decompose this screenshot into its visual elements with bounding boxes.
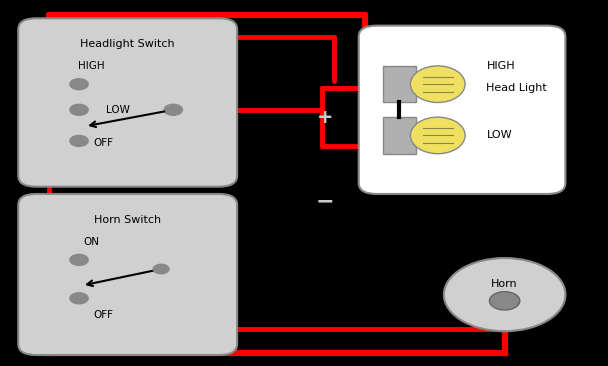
Circle shape	[165, 105, 181, 115]
Text: Horn: Horn	[491, 279, 518, 289]
FancyBboxPatch shape	[18, 18, 237, 187]
Circle shape	[153, 264, 169, 274]
Circle shape	[489, 292, 520, 310]
Text: OFF: OFF	[94, 310, 113, 320]
Ellipse shape	[410, 117, 465, 154]
Text: Head Light: Head Light	[486, 83, 547, 93]
Text: LOW: LOW	[106, 105, 130, 115]
Circle shape	[70, 293, 88, 304]
Text: Horn Switch: Horn Switch	[94, 214, 161, 225]
Circle shape	[164, 104, 182, 115]
Circle shape	[70, 254, 88, 265]
Text: HIGH: HIGH	[486, 61, 515, 71]
Text: Headlight Switch: Headlight Switch	[80, 39, 175, 49]
FancyBboxPatch shape	[359, 26, 565, 194]
FancyBboxPatch shape	[18, 194, 237, 355]
Circle shape	[444, 258, 565, 331]
Circle shape	[70, 135, 88, 146]
Bar	[383, 117, 416, 154]
Ellipse shape	[410, 66, 465, 102]
Text: +: +	[317, 108, 334, 127]
Text: LOW: LOW	[486, 130, 512, 141]
Text: −: −	[316, 191, 334, 211]
Text: HIGH: HIGH	[78, 61, 105, 71]
Circle shape	[70, 104, 88, 115]
Text: ON: ON	[83, 236, 99, 247]
Text: OFF: OFF	[94, 138, 113, 148]
Bar	[383, 66, 416, 102]
Circle shape	[70, 79, 88, 90]
